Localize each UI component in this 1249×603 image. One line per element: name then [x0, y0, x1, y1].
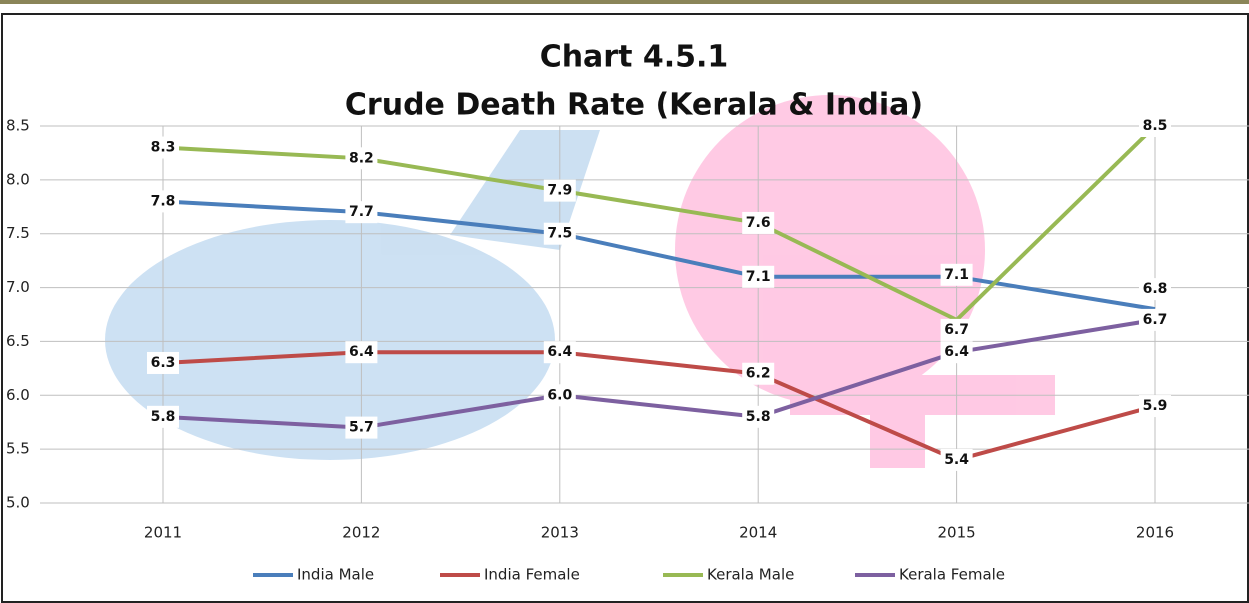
- top-bar: [0, 0, 1249, 4]
- y-tick-label: 6.5: [6, 332, 30, 350]
- data-label: 6.3: [147, 352, 179, 374]
- data-label: 7.7: [345, 201, 377, 223]
- data-label: 8.5: [1139, 115, 1171, 137]
- data-label-text: 5.7: [349, 420, 374, 436]
- y-tick-label: 8.0: [6, 170, 30, 188]
- data-label: 6.4: [941, 341, 973, 363]
- y-tick-label: 7.5: [6, 224, 30, 242]
- data-label: 6.7: [941, 319, 973, 341]
- data-label: 7.9: [544, 180, 576, 202]
- data-label-text: 7.1: [746, 269, 771, 285]
- y-tick-label: 5.0: [6, 494, 30, 512]
- data-label-text: 7.8: [151, 193, 176, 209]
- data-label: 8.3: [147, 137, 179, 159]
- x-tick-label: 2013: [541, 524, 579, 542]
- data-label: 6.8: [1139, 278, 1171, 300]
- chart: Chart 4.5.1 Crude Death Rate (Kerala & I…: [0, 0, 1249, 603]
- data-label-text: 6.4: [349, 344, 374, 360]
- data-label: 6.2: [742, 363, 774, 385]
- x-tick-label: 2016: [1136, 524, 1174, 542]
- data-label: 7.6: [742, 212, 774, 234]
- chart-subtitle: Crude Death Rate (Kerala & India): [345, 88, 923, 123]
- data-label-text: 8.2: [349, 150, 374, 166]
- data-label-text: 6.7: [944, 322, 969, 338]
- data-label-text: 7.5: [547, 226, 572, 242]
- data-label: 8.2: [345, 147, 377, 169]
- data-label: 5.4: [941, 449, 973, 471]
- data-label: 6.4: [544, 341, 576, 363]
- data-label-text: 5.8: [151, 409, 176, 425]
- data-label: 5.7: [345, 417, 377, 439]
- data-label: 7.5: [544, 223, 576, 245]
- data-label-text: 5.4: [944, 452, 969, 468]
- x-tick-label: 2012: [342, 524, 380, 542]
- legend-label: India Male: [297, 566, 374, 584]
- data-label-text: 7.6: [746, 215, 771, 231]
- data-label-text: 5.8: [746, 409, 771, 425]
- x-tick-label: 2015: [938, 524, 976, 542]
- data-label-text: 6.2: [746, 366, 771, 382]
- data-label-text: 6.4: [944, 344, 969, 360]
- y-tick-label: 8.5: [6, 117, 30, 135]
- data-label-text: 6.7: [1143, 312, 1168, 328]
- data-label-text: 6.8: [1143, 281, 1168, 297]
- data-label: 7.1: [941, 264, 973, 286]
- data-label: 7.1: [742, 266, 774, 288]
- data-label: 5.9: [1139, 395, 1171, 417]
- data-label-text: 8.5: [1143, 118, 1168, 134]
- data-label: 7.8: [147, 190, 179, 212]
- data-label-text: 6.4: [547, 344, 572, 360]
- y-tick-label: 6.0: [6, 386, 30, 404]
- y-tick-label: 7.0: [6, 278, 30, 296]
- data-label-text: 7.9: [547, 183, 572, 199]
- data-label: 6.0: [544, 384, 576, 406]
- data-label-text: 7.1: [944, 267, 969, 283]
- data-label: 5.8: [742, 406, 774, 428]
- data-label-text: 5.9: [1143, 398, 1168, 414]
- data-label-text: 7.7: [349, 204, 374, 220]
- legend-label: India Female: [484, 566, 580, 584]
- chart-title: Chart 4.5.1: [540, 40, 729, 75]
- legend-label: Kerala Male: [707, 566, 794, 584]
- legend-label: Kerala Female: [899, 566, 1005, 584]
- data-label-text: 6.0: [547, 387, 572, 403]
- x-tick-label: 2014: [739, 524, 777, 542]
- data-label: 6.7: [1139, 309, 1171, 331]
- x-tick-label: 2011: [144, 524, 182, 542]
- y-tick-label: 5.5: [6, 440, 30, 458]
- data-label-text: 8.3: [151, 140, 176, 156]
- data-label: 5.8: [147, 406, 179, 428]
- data-label: 6.4: [345, 341, 377, 363]
- data-label-text: 6.3: [151, 355, 176, 371]
